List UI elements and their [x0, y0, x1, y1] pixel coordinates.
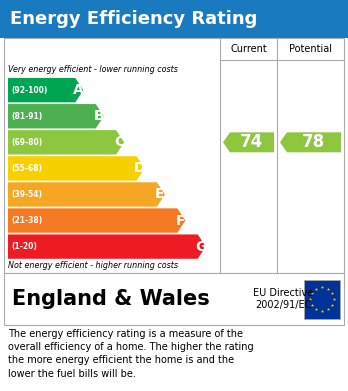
Polygon shape [8, 182, 165, 206]
Text: (21-38): (21-38) [11, 216, 42, 225]
Text: C: C [114, 135, 124, 149]
Text: 74: 74 [240, 133, 263, 151]
Polygon shape [280, 132, 341, 152]
Text: Very energy efficient - lower running costs: Very energy efficient - lower running co… [8, 66, 178, 75]
Text: (92-100): (92-100) [11, 86, 47, 95]
Text: Not energy efficient - higher running costs: Not energy efficient - higher running co… [8, 262, 178, 271]
Polygon shape [8, 235, 206, 259]
Text: EU Directive
2002/91/EC: EU Directive 2002/91/EC [253, 288, 314, 310]
Bar [0, 0, 348, 38]
Polygon shape [8, 78, 83, 102]
Text: F: F [176, 213, 185, 228]
Text: G: G [195, 240, 206, 254]
Text: Potential: Potential [289, 44, 332, 54]
Bar [4, 38, 344, 273]
Polygon shape [223, 132, 274, 152]
Bar [4, 273, 344, 325]
Text: (55-68): (55-68) [11, 164, 42, 173]
Text: England & Wales: England & Wales [12, 289, 210, 309]
Text: A: A [73, 83, 84, 97]
Text: (69-80): (69-80) [11, 138, 42, 147]
Text: D: D [134, 161, 145, 176]
Polygon shape [8, 208, 185, 233]
Text: (39-54): (39-54) [11, 190, 42, 199]
Text: B: B [93, 109, 104, 123]
Bar [304, 280, 340, 319]
Text: 78: 78 [302, 133, 325, 151]
Text: E: E [155, 187, 165, 201]
Polygon shape [8, 104, 104, 128]
Text: The energy efficiency rating is a measure of the
overall efficiency of a home. T: The energy efficiency rating is a measur… [8, 329, 254, 378]
Polygon shape [8, 156, 144, 181]
Polygon shape [8, 130, 124, 154]
Text: (1-20): (1-20) [11, 242, 37, 251]
Text: (81-91): (81-91) [11, 112, 42, 121]
Text: Current: Current [230, 44, 267, 54]
Text: Energy Efficiency Rating: Energy Efficiency Rating [10, 10, 258, 28]
